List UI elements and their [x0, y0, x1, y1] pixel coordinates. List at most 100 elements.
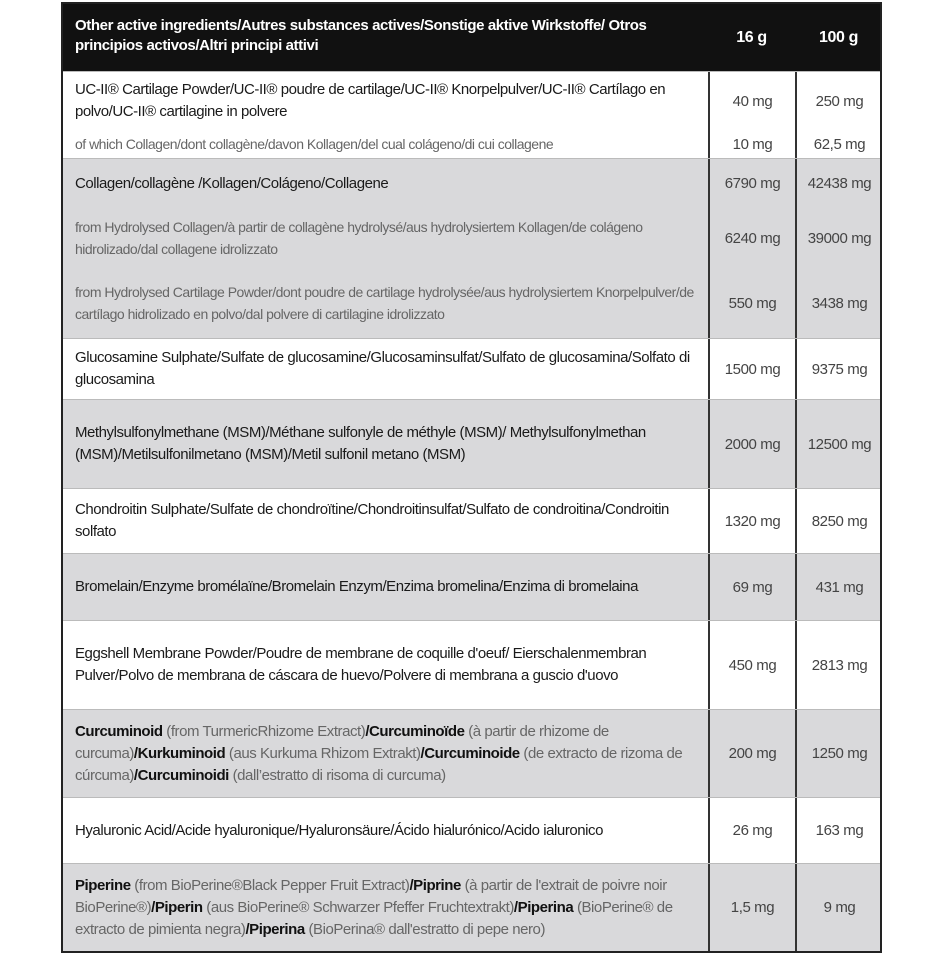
ingredient-detail: (aus BioPerine® Schwarzer Pfeffer Frucht…	[202, 898, 514, 916]
ingredient-text: Bromelain/Enzyme bromélaïne/Bromelain En…	[75, 576, 638, 598]
amount-100g: 12500 mg	[807, 435, 872, 453]
ingredient-detail: (dall’estratto di risoma di curcuma)	[228, 766, 447, 784]
amount-16g: 1,5 mg	[730, 899, 775, 916]
ingredient-detail: Chondroitin Sulphate/Sulfate de chondroï…	[75, 501, 669, 540]
header-100g: 100 g	[819, 28, 858, 46]
ingredient-cell: Bromelain/Enzyme bromélaïne/Bromelain En…	[63, 554, 708, 620]
table-row: Chondroitin Sulphate/Sulfate de chondroï…	[63, 488, 880, 553]
amount-16g: 450 mg	[728, 656, 777, 674]
ingredient-text: of which Collagen/dont collagène/davon K…	[75, 133, 554, 155]
ingredient-name: /Piperina	[513, 898, 574, 916]
ingredient-name: /Kurkuminoid	[133, 744, 226, 762]
ingredient-entry: Methylsulfonylmethane (MSM)/Méthane sulf…	[63, 400, 708, 488]
ingredient-entry: Chondroitin Sulphate/Sulfate de chondroï…	[63, 489, 708, 553]
value-100g-cell: 12500 mg	[795, 400, 882, 488]
value-16g-cell: 200 mg	[708, 710, 795, 797]
ingredient-cell: Eggshell Membrane Powder/Poudre de membr…	[63, 621, 708, 709]
ingredient-cell: Curcuminoid (from TurmericRhizome Extrac…	[63, 710, 708, 797]
ingredient-text: Glucosamine Sulphate/Sulfate de glucosam…	[75, 347, 698, 391]
ingredient-detail: (BioPerina® dall'estratto di pepe nero)	[304, 920, 545, 938]
value-100g-cell: 42438 mg 39000 mg 3438 mg	[795, 159, 882, 338]
ingredient-detail: Glucosamine Sulphate/Sulfate de glucosam…	[75, 349, 690, 388]
value-16g-cell: 2000 mg	[708, 400, 795, 488]
value-100g-cell: 9 mg	[795, 864, 882, 951]
amount-100g: 42438 mg	[807, 175, 872, 192]
ingredient-detail: (from BioPerine®Black Pepper Fruit Extra…	[130, 876, 410, 894]
amount-16g: 1320 mg	[724, 512, 781, 530]
table-row: UC-II® Cartilage Powder/UC-II® poudre de…	[63, 71, 880, 158]
value-100g-cell: 163 mg	[795, 798, 882, 863]
table-row: Hyaluronic Acid/Acide hyaluronique/Hyalu…	[63, 797, 880, 863]
amount-100g: 62,5 mg	[813, 135, 866, 153]
ingredient-text: Chondroitin Sulphate/Sulfate de chondroï…	[75, 499, 698, 543]
ingredient-detail: from Hydrolysed Collagen/à partir de col…	[75, 219, 643, 257]
ingredient-entry: Glucosamine Sulphate/Sulfate de glucosam…	[63, 339, 708, 399]
ingredient-text: from Hydrolysed Cartilage Powder/dont po…	[75, 281, 698, 325]
nutrition-table: Other active ingredients/Autres substanc…	[61, 2, 882, 953]
value-100g-cell: 250 mg 62,5 mg	[795, 72, 882, 158]
amount-16g: 10 mg	[732, 135, 773, 153]
ingredient-detail: (from TurmericRhizome Extract)	[162, 722, 366, 740]
ingredient-detail: Eggshell Membrane Powder/Poudre de membr…	[75, 645, 647, 684]
amount-100g: 163 mg	[815, 822, 864, 839]
table-header: Other active ingredients/Autres substanc…	[63, 4, 880, 71]
amount-16g: 2000 mg	[724, 435, 781, 453]
value-100g-cell: 1250 mg	[795, 710, 882, 797]
header-ingredients: Other active ingredients/Autres substanc…	[75, 17, 647, 54]
value-16g-cell: 26 mg	[708, 798, 795, 863]
ingredient-cell: Glucosamine Sulphate/Sulfate de glucosam…	[63, 339, 708, 399]
table-row: Piperine (from BioPerine®Black Pepper Fr…	[63, 863, 880, 951]
ingredient-text: UC-II® Cartilage Powder/UC-II® poudre de…	[75, 79, 698, 123]
ingredient-name: Piperine	[75, 876, 131, 894]
amount-16g: 26 mg	[732, 822, 773, 839]
ingredient-entry: of which Collagen/dont collagène/davon K…	[63, 130, 708, 158]
ingredient-entry: Bromelain/Enzyme bromélaïne/Bromelain En…	[63, 554, 708, 620]
ingredient-entry: Hyaluronic Acid/Acide hyaluronique/Hyalu…	[63, 798, 708, 863]
ingredient-detail: (de extracto de rizoma de cúrcuma)	[75, 744, 683, 784]
amount-100g: 3438 mg	[811, 294, 868, 312]
ingredient-name: /Curcuminoidi	[133, 766, 229, 784]
ingredient-detail: Methylsulfonylmethane (MSM)/Méthane sulf…	[75, 424, 646, 463]
ingredient-entry: from Hydrolysed Cartilage Powder/dont po…	[63, 268, 708, 338]
table-row: Glucosamine Sulphate/Sulfate de glucosam…	[63, 338, 880, 399]
ingredient-detail: from Hydrolysed Cartilage Powder/dont po…	[75, 284, 694, 322]
ingredient-detail: UC-II® Cartilage Powder/UC-II® poudre de…	[75, 81, 666, 120]
table-row: Curcuminoid (from TurmericRhizome Extrac…	[63, 709, 880, 797]
value-16g-cell: 1320 mg	[708, 489, 795, 553]
value-16g-cell: 69 mg	[708, 554, 795, 620]
ingredient-detail: Collagen/collagène /Kollagen/Colágeno/Co…	[75, 174, 389, 192]
amount-16g: 69 mg	[732, 578, 773, 596]
amount-100g: 250 mg	[815, 92, 864, 110]
table-row: Collagen/collagène /Kollagen/Colágeno/Co…	[63, 158, 880, 338]
value-100g-cell: 8250 mg	[795, 489, 882, 553]
amount-100g: 39000 mg	[807, 229, 872, 247]
table-row: Eggshell Membrane Powder/Poudre de membr…	[63, 620, 880, 709]
ingredient-name: /Piprine	[409, 876, 461, 894]
ingredient-text: Collagen/collagène /Kollagen/Colágeno/Co…	[75, 173, 389, 195]
ingredient-entry: Eggshell Membrane Powder/Poudre de membr…	[63, 621, 708, 709]
ingredient-detail: (à partir de rhizome de curcuma)	[75, 722, 609, 762]
amount-16g: 1500 mg	[724, 360, 781, 378]
ingredient-name: /Curcuminoïde	[365, 722, 465, 740]
ingredient-entry: UC-II® Cartilage Powder/UC-II® poudre de…	[63, 72, 708, 130]
amount-100g: 1250 mg	[811, 745, 868, 762]
amount-16g: 6240 mg	[724, 229, 781, 247]
value-100g-cell: 431 mg	[795, 554, 882, 620]
ingredient-cell: Chondroitin Sulphate/Sulfate de chondroï…	[63, 489, 708, 553]
amount-16g: 40 mg	[732, 92, 773, 110]
value-16g-cell: 6790 mg 6240 mg 550 mg	[708, 159, 795, 338]
ingredient-text: Hyaluronic Acid/Acide hyaluronique/Hyalu…	[75, 820, 603, 842]
ingredient-text: Piperine (from BioPerine®Black Pepper Fr…	[75, 875, 698, 941]
value-100g-cell: 9375 mg	[795, 339, 882, 399]
amount-100g: 8250 mg	[811, 512, 868, 530]
amount-16g: 200 mg	[728, 745, 777, 762]
ingredient-detail: (à partir de l'extrait de poivre noir Bi…	[75, 876, 667, 916]
value-16g-cell: 1500 mg	[708, 339, 795, 399]
ingredient-cell: Methylsulfonylmethane (MSM)/Méthane sulf…	[63, 400, 708, 488]
ingredient-detail: of which Collagen/dont collagène/davon K…	[75, 136, 554, 152]
ingredient-cell: Collagen/collagène /Kollagen/Colágeno/Co…	[63, 159, 708, 338]
ingredient-name: /Piperina	[245, 920, 305, 938]
ingredient-entry: from Hydrolysed Collagen/à partir de col…	[63, 208, 708, 268]
amount-100g: 9375 mg	[811, 360, 868, 378]
ingredient-cell: UC-II® Cartilage Powder/UC-II® poudre de…	[63, 72, 708, 158]
